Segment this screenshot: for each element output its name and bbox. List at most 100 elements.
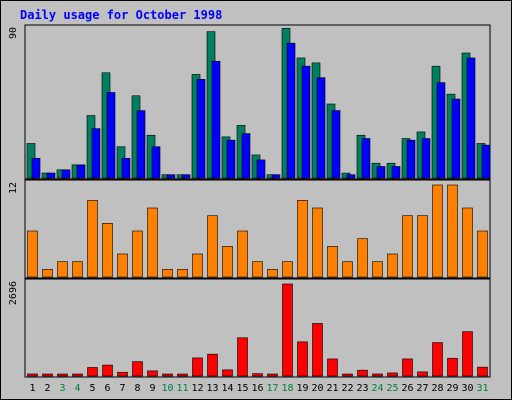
panel-kbytes: 2696	[8, 278, 491, 378]
bar-sites-day-14	[222, 246, 233, 278]
x-tick-label: 18	[281, 383, 293, 394]
panel-border	[24, 278, 491, 378]
bar-sites-day-1	[27, 230, 38, 278]
bar-hits-files-s1-day-1	[31, 157, 41, 179]
bar-sites-day-15	[237, 230, 248, 278]
bar-hits-files-s1-day-27	[421, 138, 431, 179]
bar-sites-day-31	[477, 230, 488, 278]
x-tick-label: 5	[89, 383, 95, 394]
bar-kbytes-day-12	[192, 357, 203, 377]
bar-hits-files-s1-day-8	[136, 110, 146, 179]
bar-sites-day-20	[312, 207, 323, 278]
x-tick-label: 9	[149, 383, 155, 394]
bar-sites-day-28	[432, 184, 443, 278]
bar-kbytes-day-30	[462, 331, 473, 377]
bar-sites-day-13	[207, 215, 218, 278]
bar-kbytes-day-24	[372, 373, 383, 377]
bar-hits-files-s1-day-3	[61, 169, 71, 179]
bar-sites-day-25	[387, 253, 398, 278]
bar-sites-day-26	[402, 215, 413, 278]
bar-kbytes-day-10	[162, 373, 173, 377]
bar-kbytes-day-20	[312, 323, 323, 377]
x-tick-label: 24	[371, 383, 383, 394]
x-tick-label: 11	[176, 383, 188, 394]
bar-kbytes-day-3	[57, 373, 68, 377]
x-axis-labels: 1 2 3 4 5 6 7 8 9 10 11 12 13 14 15 16 17 18 19 20 21 22 23 24 2…	[29, 383, 488, 394]
bar-hits-files-s1-day-30	[466, 57, 476, 179]
bar-hits-files-s1-day-14	[226, 139, 236, 179]
bar-hits-files-s1-day-23	[361, 138, 371, 179]
x-tick-label: 13	[206, 383, 218, 394]
x-tick-label: 30	[461, 383, 473, 394]
x-tick-label: 3	[59, 383, 65, 394]
x-tick-label: 28	[431, 383, 443, 394]
x-tick-label: 10	[161, 383, 173, 394]
bar-hits-files-s1-day-15	[241, 133, 251, 179]
bar-kbytes-day-11	[177, 373, 188, 377]
bar-sites-day-19	[297, 200, 308, 278]
bar-sites-day-12	[192, 253, 203, 278]
bar-kbytes-day-22	[342, 373, 353, 377]
x-tick-label: 2	[44, 383, 50, 394]
x-tick-label: 31	[476, 383, 488, 394]
bar-hits-files-s1-day-5	[91, 128, 101, 179]
x-tick-label: 26	[401, 383, 413, 394]
bar-hits-files-s1-day-6	[106, 92, 116, 179]
bar-sites-day-4	[72, 261, 83, 278]
bar-kbytes-day-9	[147, 370, 158, 377]
bar-hits-files-s1-day-11	[181, 174, 191, 179]
x-tick-label: 16	[251, 383, 263, 394]
bar-hits-files-s1-day-18	[286, 42, 296, 179]
bar-kbytes-day-31	[477, 366, 488, 377]
bar-kbytes-day-7	[117, 371, 128, 377]
bar-hits-files-s1-day-16	[256, 159, 266, 179]
x-tick-label: 4	[74, 383, 80, 394]
x-tick-label: 20	[311, 383, 323, 394]
x-tick-label: 17	[266, 383, 278, 394]
x-tick-label: 25	[386, 383, 398, 394]
x-tick-label: 21	[326, 383, 338, 394]
bar-sites-day-3	[57, 261, 68, 278]
bar-hits-files-s1-day-28	[436, 82, 446, 179]
bar-sites-day-10	[162, 269, 173, 278]
chart-title: Daily usage for October 1998	[20, 8, 222, 22]
bar-hits-files-s1-day-21	[331, 110, 341, 179]
bar-kbytes-day-4	[72, 373, 83, 377]
bar-hits-files-s1-day-24	[376, 166, 386, 179]
bar-hits-files-s1-day-20	[316, 77, 326, 179]
bar-sites-day-11	[177, 269, 188, 278]
x-tick-label: 15	[236, 383, 248, 394]
bar-kbytes-day-23	[357, 369, 368, 377]
x-tick-label: 6	[104, 383, 110, 394]
bar-sites-day-29	[447, 184, 458, 278]
panel-hits-files: 90	[8, 24, 491, 180]
bar-kbytes-day-15	[237, 337, 248, 377]
bar-sites-day-22	[342, 261, 353, 278]
bar-hits-files-s1-day-25	[391, 166, 401, 179]
bar-sites-day-27	[417, 215, 428, 278]
y-max-label: 12	[8, 182, 19, 194]
bar-hits-files-s1-day-29	[451, 98, 461, 179]
bar-kbytes-day-1	[27, 373, 38, 377]
bar-hits-files-s1-day-19	[301, 65, 311, 179]
x-tick-label: 14	[221, 383, 233, 394]
x-tick-label: 27	[416, 383, 428, 394]
bar-sites-day-9	[147, 207, 158, 278]
bar-kbytes-day-27	[417, 371, 428, 377]
bar-hits-files-s1-day-7	[121, 157, 131, 179]
bar-kbytes-day-25	[387, 372, 398, 377]
bar-sites-day-16	[252, 261, 263, 278]
x-tick-label: 8	[134, 383, 140, 394]
bar-kbytes-day-6	[102, 364, 113, 377]
y-max-label: 90	[8, 27, 19, 39]
bar-sites-day-7	[117, 253, 128, 278]
bar-sites-day-5	[87, 200, 98, 278]
bar-hits-files-s1-day-17	[271, 174, 281, 179]
bar-kbytes-day-18	[282, 283, 293, 377]
bar-hits-files-s1-day-2	[46, 172, 56, 179]
bar-sites-day-2	[42, 269, 53, 278]
bar-kbytes-day-26	[402, 358, 413, 377]
bar-kbytes-day-28	[432, 342, 443, 377]
x-tick-label: 12	[191, 383, 203, 394]
bar-sites-day-24	[372, 261, 383, 278]
